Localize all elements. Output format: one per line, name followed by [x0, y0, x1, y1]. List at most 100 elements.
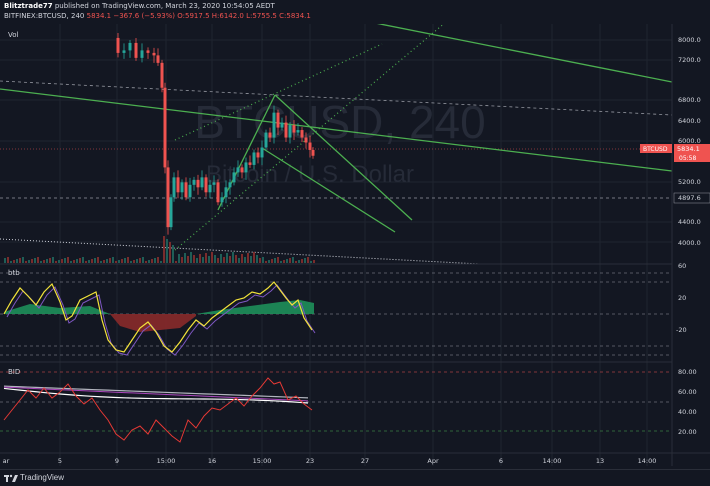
- candle-body[interactable]: [188, 184, 192, 198]
- author-name[interactable]: Blitztrade77: [4, 2, 53, 10]
- candle-body[interactable]: [244, 162, 248, 173]
- candle-body[interactable]: [128, 42, 132, 51]
- symbol-name[interactable]: BITFINEX:BTCUSD, 240: [4, 12, 85, 20]
- last-price-tag: [674, 144, 710, 162]
- volume-bar: [277, 257, 279, 263]
- candle-body[interactable]: [280, 122, 284, 128]
- bar-countdown: 05:58: [679, 155, 696, 162]
- candle-body[interactable]: [163, 87, 167, 168]
- candle-body[interactable]: [156, 55, 160, 63]
- candle-body[interactable]: [134, 42, 138, 58]
- volume-bar: [178, 254, 180, 263]
- volume-bar: [214, 255, 216, 263]
- candle-body[interactable]: [160, 62, 164, 88]
- tradingview-logo-icon[interactable]: [4, 473, 18, 483]
- level-tag-value: 4897.6: [678, 194, 701, 202]
- candle-body[interactable]: [146, 50, 150, 53]
- candle-body[interactable]: [268, 132, 272, 138]
- candle-body[interactable]: [300, 130, 304, 138]
- candle-body[interactable]: [224, 187, 228, 198]
- volume-bar: [145, 261, 147, 263]
- dashed-resistance-line[interactable]: [0, 80, 673, 116]
- candle-body[interactable]: [204, 177, 208, 193]
- candle-body[interactable]: [140, 50, 144, 58]
- candles[interactable]: [116, 32, 315, 235]
- volume-bar: [49, 258, 51, 263]
- osc2-pane[interactable]: BID: [0, 361, 710, 443]
- price-tick: 6000.0: [678, 137, 701, 145]
- candle-body[interactable]: [296, 130, 300, 133]
- osc1-pane[interactable]: btb: [0, 263, 710, 356]
- candle-body[interactable]: [292, 125, 296, 133]
- volume-bar: [64, 258, 66, 263]
- candle-body[interactable]: [240, 167, 244, 173]
- volume-bar: [226, 253, 228, 263]
- candle-body[interactable]: [228, 182, 232, 188]
- volume-bar: [73, 260, 75, 263]
- trendline-long-descending[interactable]: [0, 88, 673, 172]
- footer: TradingView: [0, 469, 710, 486]
- candle-body[interactable]: [152, 52, 156, 56]
- osc1-tick: -20: [676, 326, 687, 334]
- candle-body[interactable]: [260, 147, 264, 158]
- volume-bar: [55, 261, 57, 263]
- candle-body[interactable]: [220, 197, 224, 203]
- candle-body[interactable]: [172, 177, 176, 198]
- candle-body[interactable]: [122, 50, 126, 53]
- candle-body[interactable]: [272, 112, 276, 138]
- volume-bar: [175, 261, 177, 263]
- volume-bar: [34, 258, 36, 263]
- candle-body[interactable]: [200, 177, 204, 188]
- volume-bar: [157, 257, 159, 263]
- volume-bar: [232, 252, 234, 263]
- candle-body[interactable]: [212, 182, 216, 185]
- candle-body[interactable]: [256, 152, 260, 158]
- trendline-channel-top[interactable]: [274, 94, 413, 221]
- candle-body[interactable]: [192, 179, 196, 185]
- osc1-ticks: 60 20 -20: [676, 262, 687, 334]
- candle-body[interactable]: [264, 132, 268, 148]
- candle-body[interactable]: [184, 182, 188, 198]
- candle-body[interactable]: [304, 137, 308, 143]
- volume-bar: [106, 259, 108, 263]
- price-axis-bg: [672, 24, 710, 469]
- publish-text: published on TradingView.com, March 23, …: [54, 2, 275, 10]
- candle-body[interactable]: [196, 179, 200, 188]
- volume-bar: [46, 259, 48, 263]
- volume-bar: [160, 261, 162, 263]
- candle-body[interactable]: [276, 112, 280, 128]
- trendline-channel-bottom[interactable]: [261, 147, 396, 233]
- candle-body[interactable]: [180, 182, 184, 193]
- dotted-trendline[interactable]: [0, 238, 481, 265]
- candle-body[interactable]: [311, 149, 315, 156]
- symbol-tag: [640, 144, 672, 153]
- price-pane[interactable]: BTCUSD, 240 Bitcoin / U.S. Dollar Vol: [0, 21, 673, 466]
- volume-bar: [301, 259, 303, 263]
- time-tick: ar: [3, 457, 10, 465]
- volume-bar: [25, 261, 27, 263]
- candle-body[interactable]: [166, 167, 170, 228]
- candle-body[interactable]: [236, 167, 240, 173]
- candle-body[interactable]: [288, 125, 292, 138]
- brand-name[interactable]: TradingView: [20, 473, 65, 482]
- candle-body[interactable]: [252, 152, 256, 165]
- candle-body[interactable]: [308, 142, 312, 150]
- candle-body[interactable]: [248, 162, 252, 165]
- candle-body[interactable]: [176, 177, 180, 193]
- volume-bar: [280, 261, 282, 263]
- candle-body[interactable]: [232, 172, 236, 183]
- price-axis[interactable]: 8000.0 7200.0 6800.0 6400.0 6000.0 5200.…: [640, 24, 710, 469]
- candle-body[interactable]: [208, 184, 212, 193]
- candle-body[interactable]: [169, 197, 173, 228]
- volume-bar: [142, 257, 144, 263]
- volume-bar: [259, 258, 261, 263]
- trendline-upper-channel[interactable]: [369, 21, 673, 83]
- candle-body[interactable]: [116, 37, 120, 53]
- candle-body[interactable]: [216, 182, 220, 203]
- volume-bar: [193, 255, 195, 263]
- candle-body[interactable]: [284, 122, 288, 138]
- time-tick: 23: [306, 457, 314, 465]
- volume-bar: [115, 261, 117, 263]
- time-axis[interactable]: ar 5 9 15:00 16 15:00 23 27 Apr 6 14:00 …: [0, 452, 710, 465]
